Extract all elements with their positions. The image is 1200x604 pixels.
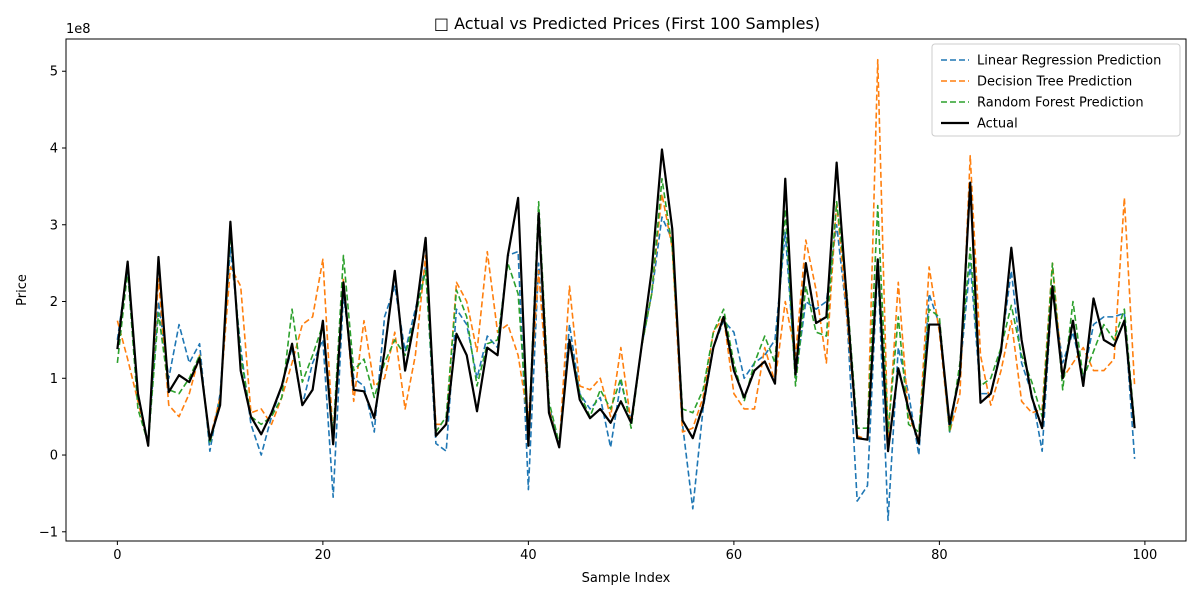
y-tick-label: 3 xyxy=(50,218,58,233)
legend-label: Linear Regression Prediction xyxy=(977,54,1161,69)
y-axis-ticks: −1 0 1 2 3 4 5 xyxy=(39,65,66,540)
y-axis-label: Price xyxy=(15,274,30,306)
x-tick-label: 100 xyxy=(1132,548,1157,563)
legend-box xyxy=(931,43,1181,137)
y-multiplier-label: 1e8 xyxy=(66,22,91,37)
legend-label: Actual xyxy=(977,117,1018,132)
legend: Linear Regression Prediction Decision Tre… xyxy=(931,43,1181,137)
y-tick-label: −1 xyxy=(39,525,58,540)
y-tick-label: 2 xyxy=(50,295,58,310)
legend-label: Random Forest Prediction xyxy=(977,96,1144,111)
legend-label: Decision Tree Prediction xyxy=(977,75,1132,90)
series-line-random-forest-prediction xyxy=(116,177,1136,445)
y-tick-label: 1 xyxy=(50,372,58,387)
x-tick-label: 0 xyxy=(113,548,121,563)
x-tick-label: 80 xyxy=(931,548,948,563)
plot-frame xyxy=(65,38,1187,542)
x-axis-ticks: 0 20 40 60 80 100 xyxy=(113,541,1157,563)
y-tick-label: 4 xyxy=(50,141,58,156)
y-tick-label: 0 xyxy=(50,449,58,464)
x-tick-label: 60 xyxy=(726,548,743,563)
x-tick-label: 40 xyxy=(520,548,537,563)
chart-title: □ Actual vs Predicted Prices (First 100 … xyxy=(434,14,820,33)
x-axis-label: Sample Index xyxy=(582,571,671,586)
x-tick-label: 20 xyxy=(315,548,332,563)
series-layer xyxy=(116,58,1136,522)
series-line-actual xyxy=(116,148,1136,453)
y-tick-label: 5 xyxy=(50,65,58,80)
